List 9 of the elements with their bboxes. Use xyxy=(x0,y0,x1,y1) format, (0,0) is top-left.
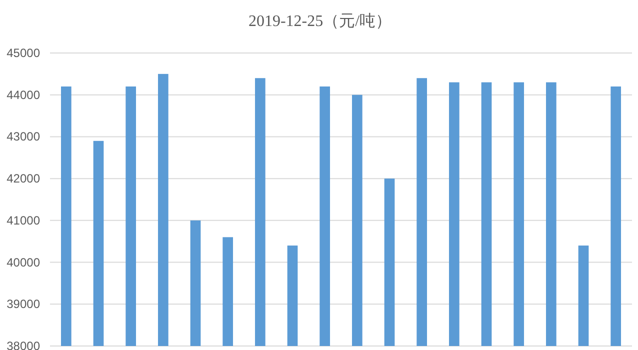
y-tick-label: 41000 xyxy=(6,213,40,228)
chart-title: 2019-12-25（元/吨） xyxy=(248,12,392,30)
y-tick-label: 39000 xyxy=(6,297,40,312)
y-tick-label: 44000 xyxy=(6,88,40,102)
y-tick-label: 43000 xyxy=(6,130,40,144)
y-tick-label: 40000 xyxy=(6,255,40,270)
y-tick-label: 45000 xyxy=(6,46,40,60)
y-tick-label: 38000 xyxy=(6,339,40,350)
y-tick-label: 42000 xyxy=(6,172,40,186)
